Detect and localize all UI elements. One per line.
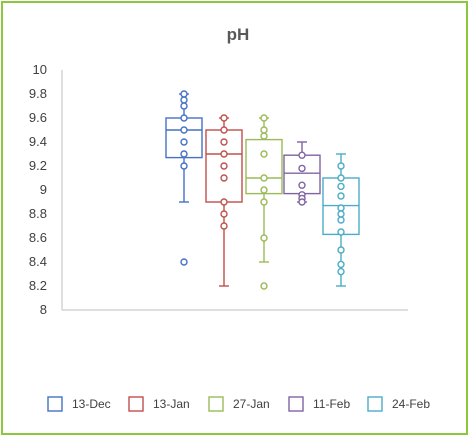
y-tick-label: 9 [40,182,47,197]
data-point [220,150,228,158]
legend-entry-24-Feb: 24-Feb [367,396,430,412]
data-point [298,181,306,189]
y-tick-label: 9.6 [29,110,47,125]
data-point [260,126,268,134]
data-point [220,222,228,230]
y-tick-label: 8.2 [29,278,47,293]
data-point [337,216,345,224]
legend-entry-11-Feb: 11-Feb [288,396,350,412]
legend-swatch [288,396,304,412]
legend-entry-13-Dec: 13-Dec [47,396,111,412]
data-point [337,182,345,191]
y-tick-label: 8.8 [29,206,47,221]
data-point [180,102,188,110]
box-series-24-Feb [322,153,360,287]
data-point [260,234,268,242]
data-point [337,267,345,276]
data-point [337,260,345,269]
data-point [180,258,188,266]
box-series-11-Feb [283,141,321,206]
y-tick-label: 9.4 [29,134,47,149]
legend-label: 11-Feb [313,397,350,411]
legend-entry-13-Jan: 13-Jan [128,396,190,412]
box-series-13-Dec [165,90,203,266]
data-point [180,162,188,170]
data-point [220,198,228,206]
y-tick-label: 9.2 [29,158,47,173]
data-point [180,114,188,122]
data-point [180,138,188,146]
data-point [220,162,228,170]
data-point [180,96,188,104]
data-point [220,210,228,218]
y-tick-label: 8 [40,302,47,317]
data-point [220,174,228,182]
legend-label: 13-Jan [153,397,190,411]
data-point [337,210,345,218]
data-point [220,126,228,134]
chart-title: pH [227,25,250,44]
y-tick-label: 10 [33,62,47,77]
data-point [260,132,268,140]
data-point [260,150,268,158]
legend: 13-Dec 13-Jan 27-Jan 11-Feb 24-Feb [47,396,430,412]
legend-swatch [47,396,63,412]
data-point [180,150,188,158]
data-point [220,138,228,146]
data-point [180,90,188,98]
axis-layer: 10 9.8 9.6 9.4 9.2 9 8.8 8.6 8.4 8.2 8 [29,62,408,317]
legend-swatch [367,396,383,412]
data-point [260,174,268,182]
data-point [220,114,228,122]
data-point [260,282,268,290]
y-tick-label: 8.6 [29,230,47,245]
legend-label: 24-Feb [392,397,430,411]
data-point [337,246,345,254]
legend-swatch [128,396,144,412]
box-series-13-Jan [205,114,243,287]
data-point [337,204,345,212]
data-point [298,198,306,206]
legend-swatch [208,396,224,412]
box-series-27-Jan [245,114,283,290]
data-point [337,228,345,236]
data-point [298,164,306,173]
box-layer [165,90,360,290]
data-point [337,192,345,200]
data-point [260,186,268,194]
data-point [260,114,268,122]
legend-entry-27-Jan: 27-Jan [208,396,270,412]
data-point [337,162,345,170]
box-iqr [245,138,283,195]
data-point [337,174,345,182]
legend-label: 13-Dec [72,397,111,411]
y-tick-label: 9.8 [29,86,47,101]
legend-label: 27-Jan [233,397,270,411]
data-point [298,151,306,159]
y-tick-label: 8.4 [29,254,47,269]
data-point [180,126,188,134]
data-point [260,198,268,206]
